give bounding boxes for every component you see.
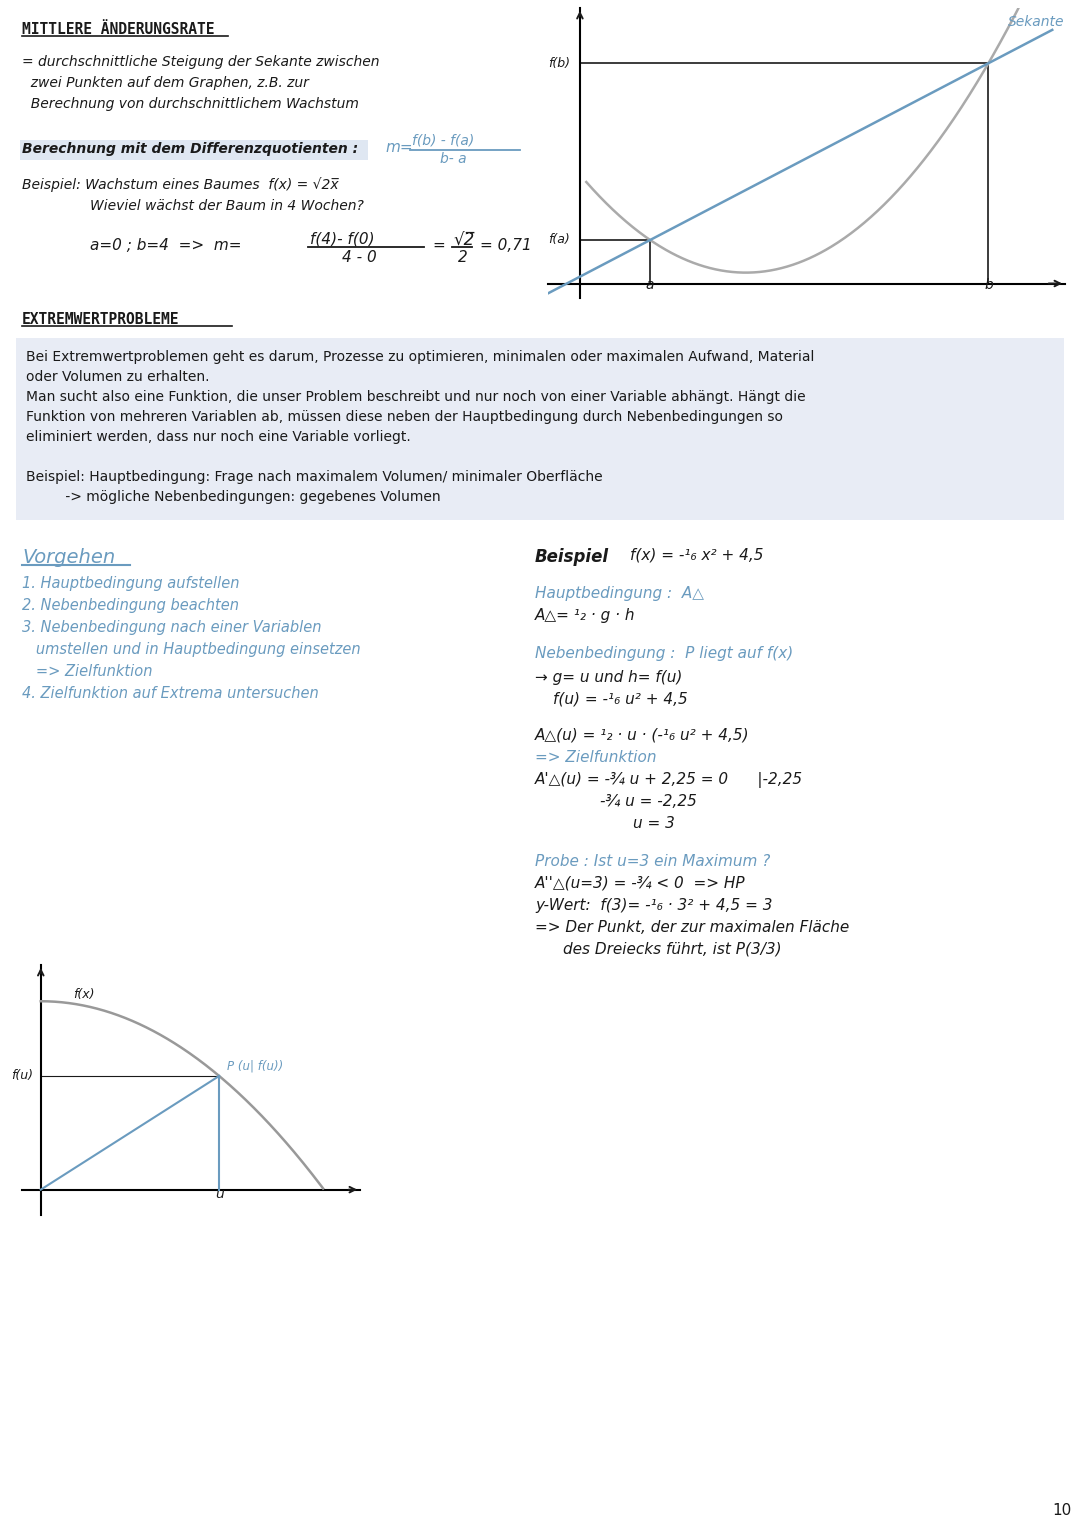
Text: A△(u) = ¹₂ · u · (-¹₆ u² + 4,5): A△(u) = ¹₂ · u · (-¹₆ u² + 4,5) — [535, 728, 750, 744]
Text: 10: 10 — [1052, 1503, 1071, 1518]
Text: m=: m= — [384, 140, 413, 156]
Text: 2: 2 — [458, 250, 468, 266]
Text: MITTLERE ÄNDERUNGSRATE: MITTLERE ÄNDERUNGSRATE — [22, 21, 215, 37]
Text: y-Wert:  f(3)= -¹₆ · 3² + 4,5 = 3: y-Wert: f(3)= -¹₆ · 3² + 4,5 = 3 — [535, 898, 772, 913]
Text: Sekante: Sekante — [1008, 15, 1064, 29]
Text: umstellen und in Hauptbedingung einsetzen: umstellen und in Hauptbedingung einsetze… — [22, 641, 361, 657]
Text: des Dreiecks führt, ist P(3/3): des Dreiecks führt, ist P(3/3) — [563, 942, 782, 957]
Text: Nebenbedingung :  P liegt auf f(x): Nebenbedingung : P liegt auf f(x) — [535, 646, 793, 661]
Text: 3. Nebenbedingung nach einer Variablen: 3. Nebenbedingung nach einer Variablen — [22, 620, 322, 635]
Text: f(a): f(a) — [548, 234, 570, 246]
Text: b- a: b- a — [440, 153, 467, 166]
Text: f(x) = -¹₆ x² + 4,5: f(x) = -¹₆ x² + 4,5 — [630, 548, 764, 563]
Text: => Zielfunktion: => Zielfunktion — [22, 664, 152, 680]
Text: Wieviel wächst der Baum in 4 Wochen?: Wieviel wächst der Baum in 4 Wochen? — [90, 199, 364, 212]
Text: Beispiel: Beispiel — [535, 548, 609, 567]
Text: Vorgehen: Vorgehen — [22, 548, 116, 567]
Bar — [21, 140, 368, 160]
Text: A''△(u=3) = -¾ < 0  => HP: A''△(u=3) = -¾ < 0 => HP — [535, 876, 745, 890]
Text: =: = — [432, 238, 445, 253]
Text: Bei Extremwertproblemen geht es darum, Prozesse zu optimieren, minimalen oder ma: Bei Extremwertproblemen geht es darum, P… — [26, 350, 814, 363]
Text: = durchschnittliche Steigung der Sekante zwischen: = durchschnittliche Steigung der Sekante… — [22, 55, 379, 69]
Text: f(u) = -¹₆ u² + 4,5: f(u) = -¹₆ u² + 4,5 — [553, 692, 688, 707]
Text: Beispiel: Hauptbedingung: Frage nach maximalem Volumen/ minimaler Oberfläche: Beispiel: Hauptbedingung: Frage nach max… — [26, 470, 603, 484]
Text: f(b): f(b) — [548, 56, 570, 70]
Text: Man sucht also eine Funktion, die unser Problem beschreibt und nur noch von eine: Man sucht also eine Funktion, die unser … — [26, 389, 806, 405]
Text: EXTREMWERTPROBLEME: EXTREMWERTPROBLEME — [22, 312, 179, 327]
Text: a=0 ; b=4  =>  m=: a=0 ; b=4 => m= — [90, 238, 242, 253]
Text: P (u| f(u)): P (u| f(u)) — [227, 1060, 283, 1072]
Text: A'△(u) = -¾ u + 2,25 = 0      |-2,25: A'△(u) = -¾ u + 2,25 = 0 |-2,25 — [535, 773, 804, 788]
Text: f(x): f(x) — [73, 988, 95, 1000]
Text: u: u — [215, 1188, 224, 1202]
Text: => Der Punkt, der zur maximalen Fläche: => Der Punkt, der zur maximalen Fläche — [535, 919, 849, 935]
Text: eliminiert werden, dass nur noch eine Variable vorliegt.: eliminiert werden, dass nur noch eine Va… — [26, 431, 410, 444]
Text: => Zielfunktion: => Zielfunktion — [535, 750, 657, 765]
Text: f(4)- f(0): f(4)- f(0) — [310, 232, 375, 247]
Text: a: a — [646, 278, 654, 292]
Text: √2̅: √2̅ — [454, 232, 475, 250]
Text: 1. Hauptbedingung aufstellen: 1. Hauptbedingung aufstellen — [22, 576, 240, 591]
Text: u = 3: u = 3 — [633, 815, 675, 831]
Bar — [16, 337, 1064, 521]
Text: -> mögliche Nebenbedingungen: gegebenes Volumen: -> mögliche Nebenbedingungen: gegebenes … — [26, 490, 441, 504]
Text: A△= ¹₂ · g · h: A△= ¹₂ · g · h — [535, 608, 635, 623]
Text: b: b — [984, 278, 993, 292]
Text: f(u): f(u) — [11, 1069, 33, 1083]
Text: → g= u und h= f(u): → g= u und h= f(u) — [535, 670, 683, 686]
Text: zwei Punkten auf dem Graphen, z.B. zur: zwei Punkten auf dem Graphen, z.B. zur — [22, 76, 309, 90]
Text: -¾ u = -2,25: -¾ u = -2,25 — [600, 794, 697, 809]
Text: = 0,71: = 0,71 — [480, 238, 531, 253]
Text: 4. Zielfunktion auf Extrema untersuchen: 4. Zielfunktion auf Extrema untersuchen — [22, 686, 319, 701]
Text: Funktion von mehreren Variablen ab, müssen diese neben der Hauptbedingung durch : Funktion von mehreren Variablen ab, müss… — [26, 411, 783, 425]
Text: 4 - 0: 4 - 0 — [342, 250, 377, 266]
Text: oder Volumen zu erhalten.: oder Volumen zu erhalten. — [26, 370, 210, 383]
Text: 2. Nebenbedingung beachten: 2. Nebenbedingung beachten — [22, 599, 239, 612]
Text: Beispiel: Wachstum eines Baumes  f(x) = √2x̅: Beispiel: Wachstum eines Baumes f(x) = √… — [22, 177, 339, 192]
Text: Berechnung mit dem Differenzquotienten :: Berechnung mit dem Differenzquotienten : — [22, 142, 359, 156]
Text: Hauptbedingung :  A△: Hauptbedingung : A△ — [535, 586, 704, 602]
Text: Berechnung von durchschnittlichem Wachstum: Berechnung von durchschnittlichem Wachst… — [22, 98, 359, 111]
Text: f(b) - f(a): f(b) - f(a) — [411, 134, 474, 148]
Text: Probe : Ist u=3 ein Maximum ?: Probe : Ist u=3 ein Maximum ? — [535, 854, 770, 869]
